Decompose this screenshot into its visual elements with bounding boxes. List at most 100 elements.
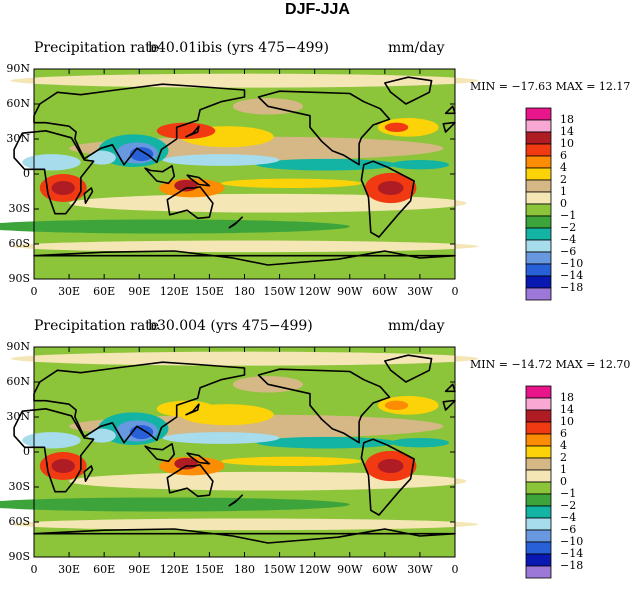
x-tick-label: 150W [263, 563, 296, 576]
gulf-stream [384, 400, 409, 410]
x-tick-label: 180 [234, 285, 255, 298]
x-tick-label: 90W [337, 563, 363, 576]
x-tick-label: 150W [263, 285, 296, 298]
colorbar-label: −10 [560, 257, 584, 270]
south-america-coast [360, 438, 415, 516]
colorbar-swatch [525, 203, 552, 217]
maritime-continent-coast [144, 443, 176, 463]
colorbar-swatch [525, 505, 552, 519]
x-tick-label: 60E [93, 285, 116, 298]
e-pacific-itcz [256, 158, 397, 171]
spcz [221, 178, 362, 188]
madagascar-coast [83, 187, 94, 204]
colorbar-label: −18 [560, 559, 584, 572]
australia-coast [166, 464, 214, 498]
x-tick-label: 90E [128, 285, 151, 298]
coastlines [13, 354, 456, 544]
x-tick-label: 120E [159, 563, 189, 576]
y-tick-label: 60S [8, 515, 30, 528]
atlantic-itcz [390, 438, 450, 448]
x-tick-label: 0 [30, 563, 38, 576]
y-tick-label: 60N [6, 375, 30, 388]
panel-title: Precipitation rate [34, 40, 160, 56]
sahel-band [22, 154, 81, 171]
kuroshio [156, 122, 216, 139]
colorbar-swatch [525, 517, 552, 531]
x-tick-label: 60W [372, 285, 398, 298]
x-tick-label: 150E [194, 563, 224, 576]
colorbar-swatch [525, 397, 552, 411]
colorbar-swatch [525, 167, 552, 181]
y-tick-label: 0 [23, 445, 30, 458]
s-ocean-band [0, 219, 350, 234]
colorbar-label: 1 [560, 463, 567, 476]
w-pacific-itcz [162, 432, 280, 444]
antarctic-band [10, 518, 479, 531]
colorbar-swatch [525, 227, 552, 241]
y-tick-label: 0 [23, 167, 30, 180]
colorbar-label: −6 [560, 245, 577, 258]
x-tick-label: 60E [93, 563, 116, 576]
colorbar-label: 6 [560, 427, 567, 440]
africa-coast [13, 408, 95, 493]
colorbar-swatch [525, 215, 552, 229]
colorbar-label: −4 [560, 233, 577, 246]
greenland-coast [383, 76, 433, 105]
japan-coast [185, 125, 200, 138]
colorbar-label: 1 [560, 185, 567, 198]
colorbar-label: 18 [560, 391, 574, 404]
x-tick-label: 30W [407, 563, 433, 576]
coastlines [13, 76, 456, 266]
colorbar-swatch [525, 191, 552, 205]
x-tick-label: 90E [128, 563, 151, 576]
sa-wet-core [377, 181, 404, 195]
x-tick-label: 0 [30, 285, 38, 298]
europe-west-coast [442, 399, 456, 411]
north-america-coast [257, 90, 391, 166]
arctic-band [10, 351, 479, 366]
y-tick-label: 90S [8, 550, 30, 563]
japan-coast [185, 403, 200, 416]
colorbar-label: 2 [560, 173, 567, 186]
south-america-coast [360, 160, 415, 238]
eurasia-coast [33, 361, 246, 444]
gulf-stream [384, 122, 409, 132]
colorbar-swatch [525, 119, 552, 133]
colorbar-swatch [525, 385, 552, 399]
colorbar-swatch [525, 553, 552, 567]
colorbar-swatch [525, 131, 552, 145]
colorbar-label: 10 [560, 415, 574, 428]
colorbar-label: 14 [560, 403, 574, 416]
colorbar-label: 14 [560, 125, 574, 138]
y-tick-label: 30N [6, 410, 30, 423]
asia-monsoon-core [129, 425, 154, 440]
min-label: MIN = −14.72 [470, 358, 553, 371]
w-pacific-itcz [162, 154, 280, 166]
min-max-label: MIN = −17.63 MAX = 12.17 [470, 80, 630, 93]
colorbar-swatch [525, 457, 552, 471]
colorbar-swatch [525, 421, 552, 435]
colorbar-label: −2 [560, 499, 577, 512]
y-tick-label: 60S [8, 237, 30, 250]
colorbar-swatch [525, 433, 552, 447]
europe-north-coast [444, 105, 456, 115]
precip-map-top [0, 68, 552, 301]
colorbar-label: 0 [560, 475, 567, 488]
colorbar-swatch [525, 409, 552, 423]
panel-units: mm/day [388, 318, 445, 334]
colorbar [525, 385, 552, 579]
arctic-band [10, 73, 479, 88]
e-pacific-itcz [256, 436, 397, 449]
colorbar-label: −2 [560, 221, 577, 234]
colorbar-swatch [525, 143, 552, 157]
colorbar-swatch [525, 179, 552, 193]
max-label: MAX = 12.17 [555, 80, 631, 93]
sahel-band [22, 432, 81, 449]
x-tick-label: 0 [451, 563, 459, 576]
new-guinea-coast [186, 452, 211, 465]
y-tick-label: 30S [8, 480, 30, 493]
colorbar-label: 10 [560, 137, 574, 150]
y-tick-label: 30N [6, 132, 30, 145]
y-tick-label: 90S [8, 272, 30, 285]
panel-case-label: b30.004 (yrs 475−499) [148, 318, 313, 334]
